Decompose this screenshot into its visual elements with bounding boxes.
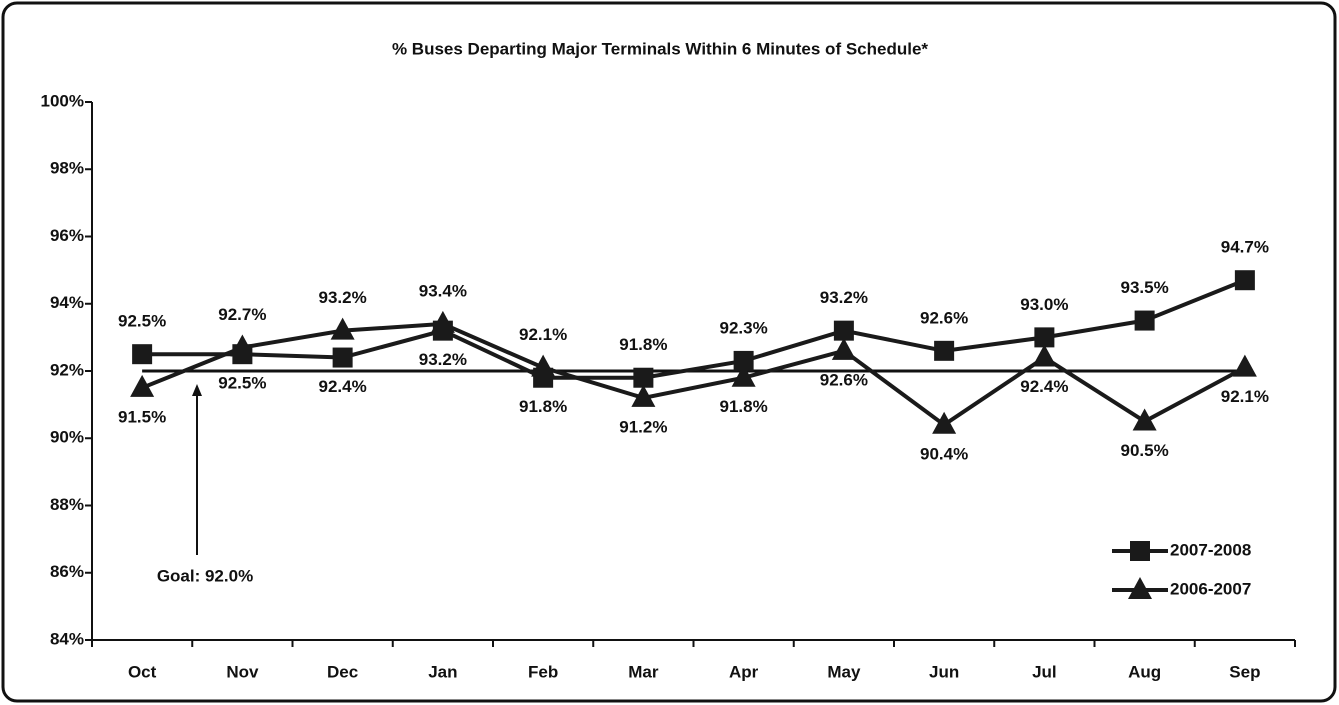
marker-square: [934, 340, 955, 361]
x-tick-label: Jul: [1032, 662, 1057, 681]
marker-square: [1234, 270, 1255, 291]
marker-square: [733, 350, 754, 371]
data-label: 92.6%: [820, 370, 868, 389]
marker-triangle: [1032, 344, 1057, 367]
data-label: 92.4%: [1020, 377, 1068, 396]
data-label: 93.4%: [419, 281, 467, 300]
y-tick-label: 84%: [50, 629, 84, 648]
marker-triangle: [631, 384, 656, 407]
data-label: 93.5%: [1121, 278, 1169, 297]
data-label: 91.8%: [720, 397, 768, 416]
data-label: 93.2%: [820, 288, 868, 307]
y-tick-label: 88%: [50, 495, 84, 514]
series-line: [142, 278, 1246, 380]
data-label: 94.7%: [1221, 238, 1269, 257]
marker-square: [1034, 327, 1055, 348]
data-label: 92.1%: [1221, 387, 1269, 406]
data-label: 91.8%: [619, 335, 667, 354]
goal-label: Goal: 92.0%: [157, 566, 253, 585]
data-label: 92.5%: [218, 374, 266, 393]
y-tick-label: 90%: [50, 428, 84, 447]
series-line: [141, 321, 1246, 428]
x-tick-label: Oct: [128, 662, 157, 681]
y-tick-label: 92%: [50, 360, 84, 379]
data-label: 91.5%: [118, 407, 166, 426]
data-label: 91.8%: [519, 397, 567, 416]
y-tick-label: 100%: [41, 91, 84, 110]
legend-marker: [1130, 541, 1150, 561]
marker-triangle: [731, 364, 756, 387]
x-tick-label: Feb: [528, 662, 558, 681]
marker-triangle: [230, 334, 255, 357]
legend-label: 2006-2007: [1170, 579, 1251, 598]
x-tick-label: Jan: [428, 662, 457, 681]
y-tick-label: 86%: [50, 562, 84, 581]
data-label: 92.1%: [519, 325, 567, 344]
goal-arrow-head: [192, 384, 202, 396]
y-tick-label: 94%: [50, 293, 84, 312]
marker-triangle: [430, 310, 455, 333]
legend-label: 2007-2008: [1170, 540, 1251, 559]
x-tick-label: Dec: [327, 662, 358, 681]
marker-triangle: [831, 337, 856, 360]
x-tick-label: Mar: [628, 662, 659, 681]
x-tick-label: Apr: [729, 662, 759, 681]
data-label: 92.7%: [218, 305, 266, 324]
marker-triangle: [531, 354, 556, 377]
data-label: 90.4%: [920, 444, 968, 463]
legend-marker: [1128, 577, 1152, 599]
marker-square: [633, 367, 654, 388]
data-label: 90.5%: [1121, 441, 1169, 460]
marker-triangle: [932, 411, 957, 434]
x-tick-label: Jun: [929, 662, 959, 681]
data-label: 92.5%: [118, 312, 166, 331]
data-label: 92.4%: [319, 377, 367, 396]
x-tick-label: Sep: [1229, 662, 1260, 681]
data-label: 93.2%: [419, 350, 467, 369]
data-label: 91.2%: [619, 417, 667, 436]
marker-triangle: [1232, 354, 1257, 377]
marker-triangle: [130, 374, 155, 397]
y-tick-label: 96%: [50, 226, 84, 245]
marker-triangle: [1132, 408, 1157, 431]
chart-title: % Buses Departing Major Terminals Within…: [392, 39, 928, 58]
x-tick-label: Aug: [1128, 662, 1161, 681]
x-tick-label: May: [827, 662, 861, 681]
marker-square: [1134, 310, 1155, 331]
data-label: 93.0%: [1020, 295, 1068, 314]
marker-square: [132, 344, 153, 365]
data-label: 92.3%: [720, 318, 768, 337]
marker-square: [833, 320, 854, 341]
data-label: 93.2%: [319, 288, 367, 307]
data-label: 92.6%: [920, 308, 968, 327]
marker-triangle: [330, 317, 355, 340]
x-tick-label: Nov: [226, 662, 259, 681]
marker-square: [332, 347, 353, 368]
y-tick-label: 98%: [50, 159, 84, 178]
